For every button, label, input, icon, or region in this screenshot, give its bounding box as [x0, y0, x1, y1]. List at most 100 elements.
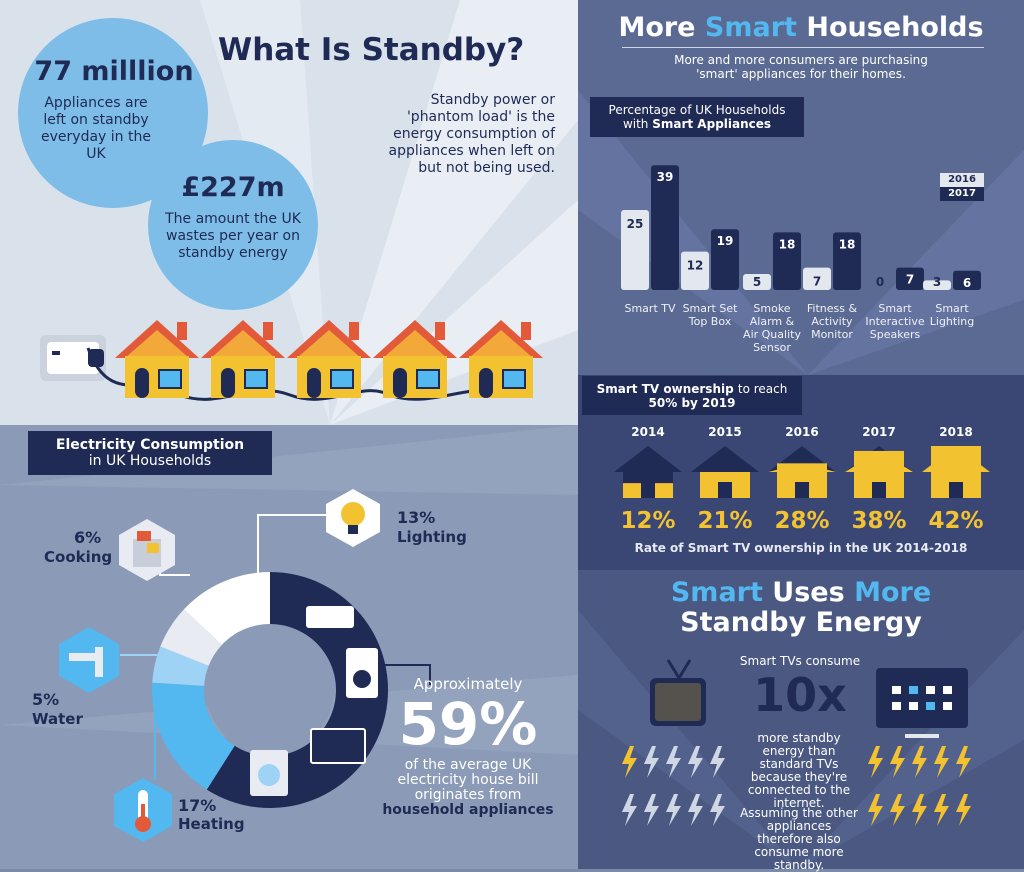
energy-bolt-icon [890, 746, 905, 778]
bar-2016 [743, 274, 771, 290]
bar-2017 [773, 232, 801, 290]
category-label: Top Box [688, 315, 732, 328]
roof-fill [922, 446, 990, 472]
energy-bolt-icon [868, 746, 883, 778]
standby-panel: 77 milllion Appliances are left on stand… [0, 0, 578, 425]
water-pct: 5% [32, 690, 60, 709]
approximately-text: Approximately [413, 675, 523, 693]
house-door [718, 482, 732, 498]
bar-2017 [651, 165, 679, 290]
app-tile [943, 702, 952, 710]
lightbulb-icon [326, 489, 380, 547]
smart-uses-title: Smart Uses More Standby Energy [670, 577, 932, 638]
donut-slice [152, 682, 235, 790]
year-label: 2018 [939, 425, 972, 439]
bar-value-label: 39 [657, 170, 674, 184]
bar-value-label: 19 [717, 234, 734, 248]
smart-households-subtitle: More and more consumers are purchasing '… [674, 53, 928, 81]
panel-rays [578, 90, 1024, 375]
antenna-icon [666, 659, 692, 679]
energy-bolt-icon [622, 794, 637, 826]
category-label: Smart [878, 302, 912, 315]
category-label: Smart [935, 302, 969, 315]
app-tile [926, 702, 935, 710]
standard-tv-icon [650, 678, 706, 726]
stat1-value: 77 milllion [34, 56, 194, 87]
cooking-label: Cooking [44, 548, 113, 566]
donut-slice [152, 646, 209, 686]
category-label: Smart TV [624, 302, 675, 315]
house-icon [459, 318, 543, 400]
year-label: 2016 [785, 425, 818, 439]
energy-bolt-icon [890, 794, 905, 826]
bar-value-label: 12 [687, 259, 704, 273]
smart-households-panel [578, 0, 1024, 375]
bar-value-label: 3 [933, 275, 941, 289]
donut-connectors [120, 514, 431, 780]
cooking-pct: 6% [74, 528, 102, 547]
ownership-pct: 38% [851, 508, 906, 534]
app-tile [892, 702, 901, 710]
bar-2017 [953, 270, 981, 290]
category-label: Sensor [753, 341, 791, 354]
ownership-pct: 21% [697, 508, 752, 534]
bar-value-label: 18 [839, 237, 856, 251]
appliance-share-desc: of the average UK electricity house bill… [382, 757, 554, 818]
bar-value-label: 18 [779, 237, 796, 251]
ownership-pct: 12% [620, 508, 675, 534]
house-door [641, 482, 655, 498]
stat1-desc: Appliances are left on standby everyday … [41, 95, 151, 162]
energy-bolt-icon [666, 794, 681, 826]
bar-value-label: 6 [963, 276, 971, 290]
bar-2017 [896, 267, 924, 290]
category-label: Interactive [865, 315, 924, 328]
energy-bolt-icon [956, 794, 971, 826]
house-icon [287, 318, 371, 400]
year-label: 2017 [862, 425, 895, 439]
category-label: Activity [811, 315, 853, 328]
bar-value-label: 25 [627, 217, 644, 231]
energy-bolt-icon [912, 746, 927, 778]
category-label: Air Quality [743, 328, 801, 341]
energy-bolt-icon [710, 794, 725, 826]
app-tile [943, 686, 952, 694]
house-icon [201, 318, 285, 400]
bar-2016 [803, 267, 831, 290]
donut-slice [183, 572, 270, 645]
bar-2016 [923, 280, 951, 290]
heating-pct: 17% [178, 796, 217, 815]
multiplier-value: 10x [753, 668, 847, 722]
energy-bolt-icon [644, 794, 659, 826]
roof-fill [845, 450, 913, 472]
house-roof [614, 446, 682, 472]
smart-households-title: More Smart Households [618, 12, 984, 43]
energy-bolt-icon [622, 746, 637, 778]
bar-2016 [681, 251, 709, 290]
ownership-pct: 42% [928, 508, 983, 534]
stat2-desc: The amount the UK wastes per year on sta… [165, 211, 301, 261]
smart-tv-stand [905, 734, 939, 738]
donut-hole [206, 626, 334, 754]
app-tile [909, 702, 918, 710]
standby-definition: Standby power or 'phantom load' is the e… [388, 92, 555, 176]
house-door [795, 482, 809, 498]
assumption-desc: Assuming the other appliances therefore … [740, 806, 858, 872]
cooking-icon [119, 519, 175, 581]
bolt-rows [622, 746, 971, 826]
energy-bolt-icon [688, 794, 703, 826]
category-label: Alarm & [750, 315, 795, 328]
smart-consume-text: Smart TVs consume [739, 654, 861, 668]
category-label: Fitness & [807, 302, 858, 315]
bar-value-label: 0 [876, 275, 884, 289]
lighting-label: Lighting [397, 528, 467, 546]
app-tile [909, 686, 918, 694]
house-door [872, 482, 886, 498]
category-label: Speakers [870, 328, 921, 341]
energy-bolt-icon [934, 794, 949, 826]
donut-slice [160, 609, 222, 666]
category-label: Lighting [930, 315, 974, 328]
energy-bolt-icon [912, 794, 927, 826]
ownership-pct: 28% [774, 508, 829, 534]
energy-bolt-icon [868, 794, 883, 826]
